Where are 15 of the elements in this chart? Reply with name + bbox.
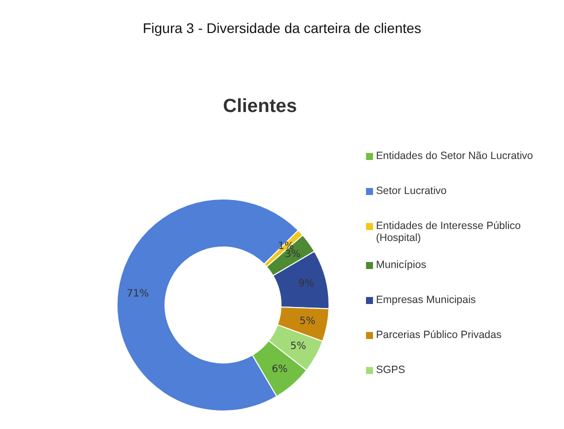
data-label: 5% [290, 341, 306, 352]
legend-label: Parcerias Público Privadas [376, 329, 502, 341]
text: Figura 3 - Diversidade da carteira de clientes [142, 20, 422, 36]
data-label: 5% [299, 316, 316, 327]
legend-label: Municípios [376, 259, 428, 271]
legend-label: SGPS [376, 364, 406, 376]
legend-label: Setor Lucrativo [376, 185, 448, 197]
legend-label: Entidades do Setor Não Lucrativo [376, 150, 534, 162]
legend-label: Empresas Municipais [376, 294, 477, 306]
data-label: 71% [126, 288, 149, 300]
data-label: 9% [298, 278, 314, 290]
legend-label: Entidades de Interesse Público (Hospital) [376, 220, 522, 244]
data-label: 3% [284, 249, 301, 260]
chart-title: Clientes [222, 96, 298, 118]
data-label: 6% [272, 364, 288, 376]
